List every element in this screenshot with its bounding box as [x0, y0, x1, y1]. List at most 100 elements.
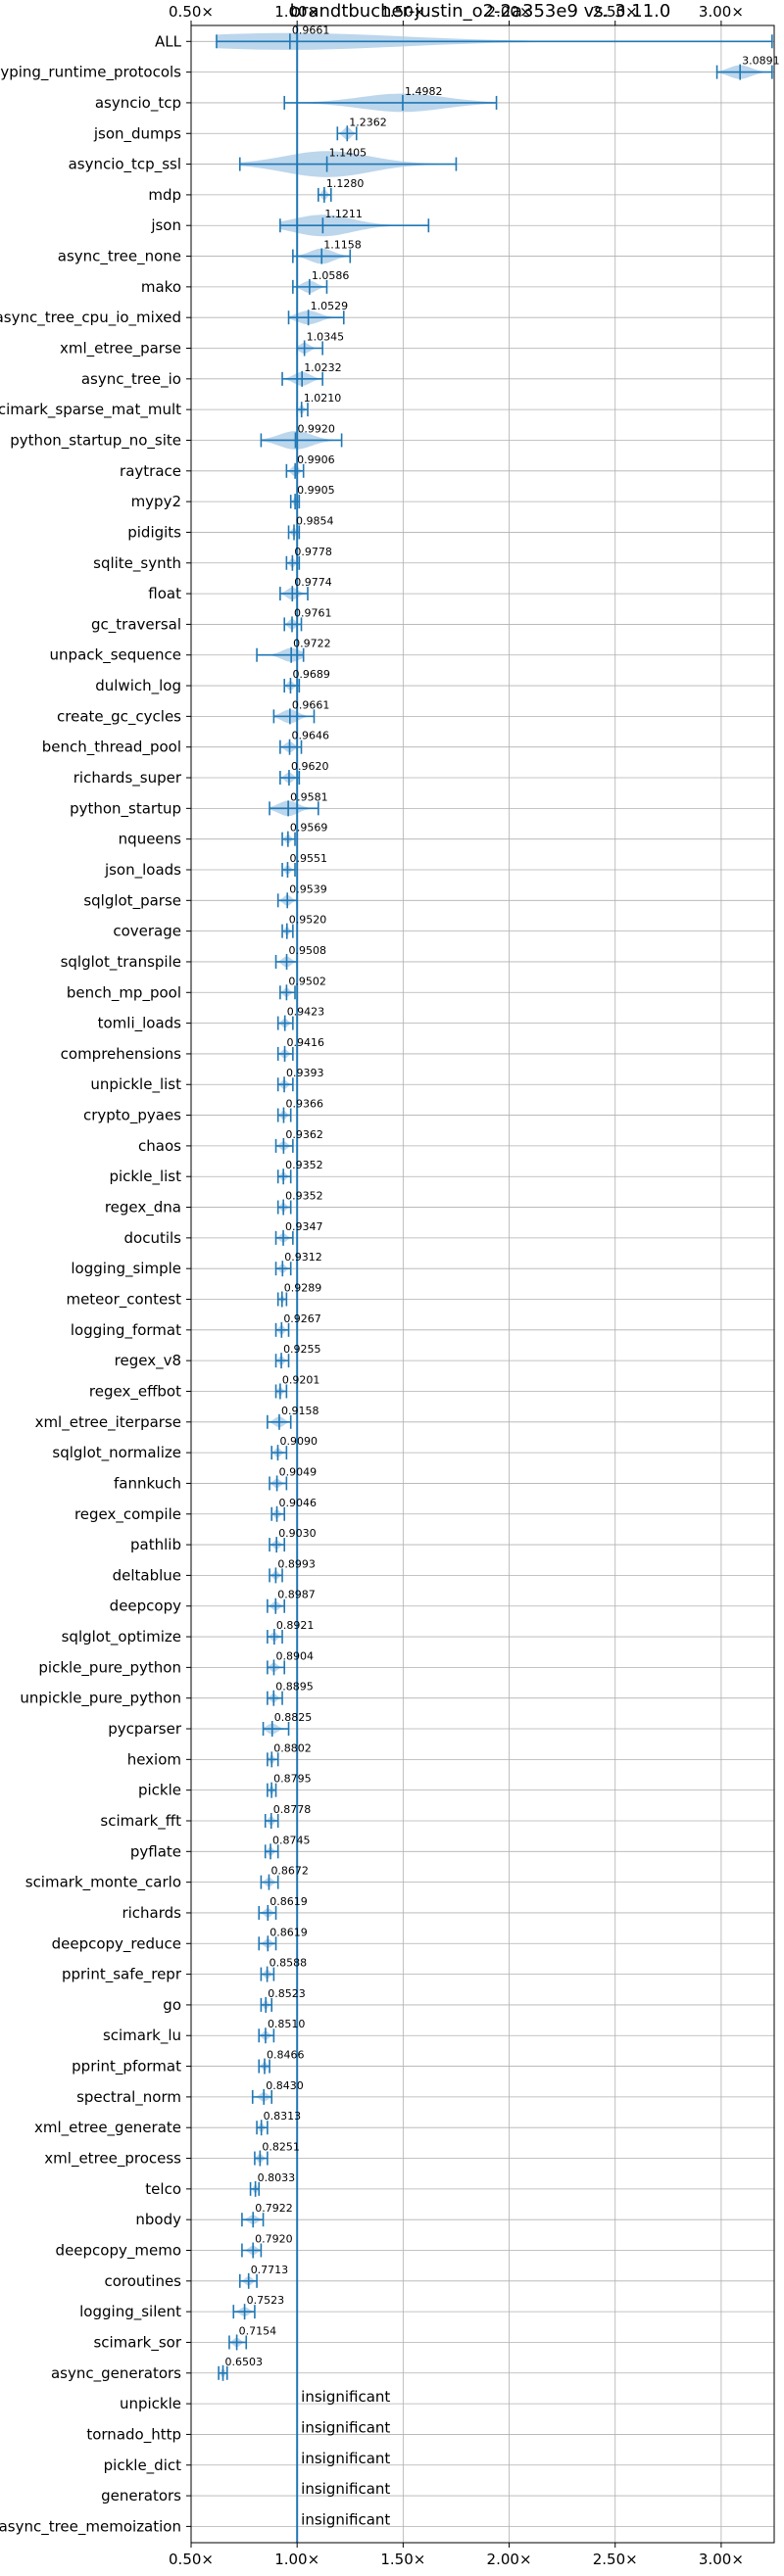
- value-label: 0.9920: [297, 422, 335, 435]
- benchmark-label: scimark_fft: [100, 1812, 181, 1831]
- benchmark-label: ALL: [155, 32, 182, 50]
- grid-layer: [190, 25, 774, 2543]
- benchmark-label: pyflate: [130, 1842, 181, 1860]
- benchmark-label: unpickle: [120, 2395, 181, 2412]
- benchmark-label: deltablue: [113, 1566, 181, 1584]
- value-label: 1.4982: [405, 85, 443, 98]
- benchmark-label: json: [150, 216, 181, 234]
- benchmark-label: deepcopy_reduce: [52, 1934, 181, 1953]
- benchmark-label: async_tree_cpu_io_mixed: [0, 309, 181, 327]
- value-label: 0.9502: [288, 975, 326, 987]
- value-label: 0.8251: [262, 2141, 300, 2154]
- x-tick-label-bottom: 2.00×: [487, 2551, 532, 2568]
- x-tick-label-bottom: 3.00×: [699, 2551, 744, 2568]
- benchmark-label: crypto_pyaes: [83, 1107, 181, 1125]
- value-label: 1.2362: [349, 116, 387, 128]
- benchmark-label: pidigits: [127, 523, 181, 541]
- benchmark-label: async_tree_memoization: [0, 2517, 181, 2536]
- value-label: 1.1211: [324, 208, 363, 220]
- value-label: 0.9774: [294, 576, 332, 589]
- value-label: 0.9778: [294, 546, 332, 558]
- value-label: 0.9416: [287, 1036, 325, 1049]
- benchmark-label: regex_effbot: [89, 1382, 181, 1401]
- benchmark-label: logging_simple: [71, 1260, 181, 1278]
- benchmark-label: async_generators: [51, 2364, 181, 2383]
- benchmark-label: async_tree_io: [81, 370, 181, 389]
- benchmark-label: comprehensions: [61, 1045, 182, 1063]
- value-label: 1.1405: [329, 147, 368, 160]
- benchmark-label: pickle_pure_python: [38, 1658, 181, 1677]
- benchmark-label: dulwich_log: [95, 677, 181, 695]
- value-label: 1.0345: [307, 331, 345, 344]
- violin-layer: [216, 25, 773, 2543]
- value-label: 0.7713: [251, 2264, 289, 2276]
- benchmark-label: python_startup_no_site: [10, 431, 181, 450]
- benchmark-label: pprint_safe_repr: [62, 1966, 182, 1984]
- benchmark-label: chaos: [138, 1137, 181, 1155]
- benchmark-label: bench_mp_pool: [67, 983, 181, 1002]
- benchmark-label: typing_runtime_protocols: [0, 64, 181, 82]
- value-label: 0.9030: [278, 1527, 317, 1540]
- benchmark-label: xml_etree_generate: [34, 2119, 181, 2137]
- value-label: 0.9722: [293, 638, 331, 650]
- label-layer: 0.9661 3.0891 1.4982 1.2362 1.1405 1.1280 1.12…: [225, 24, 780, 2528]
- benchmark-label: regex_dna: [105, 1199, 181, 1217]
- value-label: 0.9312: [284, 1251, 322, 1264]
- value-label: 0.9352: [285, 1159, 323, 1171]
- value-label: 0.8313: [264, 2110, 302, 2123]
- x-tick-label-bottom: 0.50×: [169, 2551, 214, 2568]
- benchmark-label: xml_etree_process: [44, 2150, 181, 2169]
- value-label: 0.8619: [270, 1926, 308, 1938]
- value-label: 0.9646: [292, 730, 330, 742]
- value-label: 0.9581: [290, 790, 328, 803]
- value-label: 0.8745: [272, 1834, 311, 1846]
- value-label: 0.8672: [270, 1865, 309, 1878]
- benchmark-label: pathlib: [130, 1536, 181, 1553]
- insignificant-label: insignificant: [301, 2418, 390, 2436]
- benchmark-label: telco: [145, 2180, 181, 2198]
- x-tick-label-top: 1.50×: [380, 3, 425, 21]
- benchmark-label: go: [163, 1996, 181, 2014]
- benchmark-label: sqlglot_transpile: [61, 953, 181, 972]
- benchmark-label: fannkuch: [114, 1474, 181, 1492]
- value-label: 0.9201: [282, 1373, 320, 1386]
- value-label: 1.0210: [304, 392, 342, 405]
- value-label: 0.8619: [270, 1895, 308, 1908]
- insignificant-label: insignificant: [301, 2510, 390, 2528]
- benchmark-label: logging_silent: [79, 2303, 181, 2321]
- benchmark-label: logging_format: [71, 1321, 181, 1340]
- benchmark-label: asyncio_tcp_ssl: [69, 156, 181, 174]
- value-label: 0.9158: [281, 1405, 319, 1417]
- benchmark-label: asyncio_tcp: [95, 94, 181, 113]
- benchmark-label: unpack_sequence: [50, 646, 181, 665]
- value-label: 0.9289: [284, 1282, 322, 1295]
- benchmark-label: pickle_list: [109, 1168, 181, 1186]
- benchmark-label: scimark_monte_carlo: [25, 1874, 181, 1892]
- benchmark-label: json_loads: [104, 861, 181, 880]
- benchmark-label: pickle: [138, 1782, 181, 1799]
- benchmark-label: pprint_pformat: [72, 2058, 181, 2076]
- benchmark-label: unpickle_list: [90, 1075, 181, 1094]
- value-label: 0.9362: [285, 1128, 323, 1141]
- benchmark-label: pycparser: [108, 1720, 182, 1738]
- benchmark-label: regex_compile: [74, 1505, 181, 1524]
- benchmark-label: coverage: [113, 923, 181, 940]
- value-label: 0.8466: [267, 2049, 305, 2062]
- x-tick-label-bottom: 2.50×: [593, 2551, 638, 2568]
- value-label: 0.9423: [287, 1006, 325, 1019]
- benchmark-label: generators: [101, 2487, 181, 2504]
- benchmark-label: scimark_lu: [103, 2027, 181, 2045]
- value-label: 1.0232: [304, 361, 342, 374]
- benchmark-label: deepcopy_memo: [56, 2241, 181, 2260]
- x-tick-label-top: 1.00×: [274, 3, 319, 21]
- value-label: 0.9551: [289, 852, 327, 865]
- value-label: 0.9049: [279, 1465, 318, 1478]
- chart-title: brandtbucher-justin_o2-2a353e9 vs. 3.11.…: [290, 1, 671, 22]
- value-label: 0.8987: [277, 1589, 316, 1601]
- value-label: 1.1158: [323, 239, 362, 252]
- benchmark-label: create_gc_cycles: [57, 707, 181, 726]
- benchmark-label: mdp: [148, 186, 181, 204]
- benchmark-label: json_dumps: [93, 124, 181, 143]
- insignificant-label: insignificant: [301, 2388, 390, 2406]
- benchmark-label: deepcopy: [110, 1598, 181, 1615]
